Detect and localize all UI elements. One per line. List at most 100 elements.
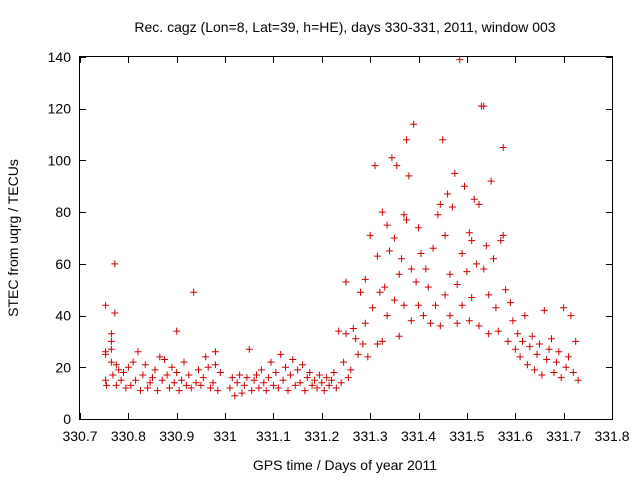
data-point: [383, 221, 391, 229]
data-point: [444, 190, 452, 198]
data-point: [107, 337, 115, 345]
data-point: [441, 291, 449, 299]
data-point: [149, 374, 156, 382]
data-point: [424, 283, 432, 291]
data-point: [291, 381, 299, 389]
data-point: [470, 195, 478, 203]
data-point: [233, 379, 241, 387]
data-point: [289, 356, 297, 363]
data-point: [422, 265, 430, 273]
data-point: [175, 387, 183, 395]
data-points: [102, 56, 582, 400]
data-point: [332, 384, 340, 392]
y-tick-label: 0: [63, 411, 71, 427]
data-point: [453, 319, 461, 327]
data-point: [112, 361, 120, 369]
data-point: [378, 208, 386, 216]
data-point: [111, 260, 119, 268]
data-point: [137, 387, 144, 395]
data-point: [330, 369, 338, 376]
data-point: [349, 325, 357, 332]
data-point: [388, 154, 396, 162]
data-point: [492, 304, 500, 312]
data-point: [359, 340, 367, 348]
data-point: [127, 381, 135, 389]
x-tick-label: 331.5: [449, 428, 484, 444]
data-point: [260, 379, 268, 387]
data-point: [526, 343, 534, 351]
data-point: [465, 229, 473, 237]
data-point: [432, 301, 439, 309]
data-point: [163, 371, 171, 379]
data-point: [311, 376, 319, 384]
x-tick-label: 330.7: [62, 428, 97, 444]
data-point: [238, 389, 246, 397]
data-point: [357, 288, 364, 296]
data-point: [502, 286, 510, 294]
data-point: [344, 374, 352, 382]
data-point: [448, 203, 456, 211]
data-point: [490, 255, 497, 263]
data-point: [511, 345, 519, 353]
data-point: [407, 317, 415, 325]
data-point: [301, 387, 309, 395]
data-point: [141, 361, 149, 369]
data-point: [236, 371, 244, 379]
data-point: [485, 330, 493, 338]
data-point: [272, 369, 280, 376]
data-point: [439, 136, 447, 144]
data-point: [516, 353, 524, 361]
data-point: [410, 120, 418, 128]
data-point: [182, 381, 190, 389]
data-point: [519, 337, 526, 345]
data-point: [400, 301, 408, 309]
data-point: [458, 250, 466, 257]
data-point: [528, 332, 536, 340]
data-point: [352, 335, 360, 343]
data-point: [560, 304, 568, 312]
data-point: [102, 350, 110, 358]
data-point: [209, 379, 217, 387]
data-point: [393, 162, 401, 170]
data-point: [192, 379, 200, 387]
data-point: [364, 353, 372, 361]
data-point: [115, 366, 123, 374]
data-point: [482, 242, 490, 250]
x-axis-label: GPS time / Days of year 2011: [253, 457, 437, 473]
data-point: [550, 369, 558, 376]
data-point: [458, 301, 466, 309]
data-point: [381, 283, 389, 291]
data-point: [373, 252, 381, 260]
data-point: [282, 363, 289, 371]
data-point: [190, 288, 198, 296]
data-point: [415, 301, 422, 309]
data-point: [543, 356, 551, 363]
data-point: [383, 312, 391, 320]
data-point: [250, 376, 258, 384]
data-point: [228, 374, 236, 382]
data-point: [569, 369, 577, 376]
data-point: [279, 376, 287, 384]
data-point: [463, 268, 471, 276]
data-point: [231, 392, 239, 400]
data-point: [429, 244, 437, 252]
data-point: [240, 381, 248, 389]
data-point: [415, 224, 422, 232]
data-point: [545, 345, 553, 353]
data-point: [134, 348, 142, 356]
data-point: [214, 387, 222, 395]
data-point: [107, 358, 115, 366]
x-tick-label: 331: [213, 428, 237, 444]
data-point: [436, 322, 444, 330]
data-point: [405, 172, 413, 180]
data-point: [226, 384, 234, 392]
y-tick-label: 120: [48, 101, 72, 117]
data-point: [419, 312, 427, 320]
data-point: [313, 384, 321, 392]
data-point: [102, 301, 110, 309]
data-point: [112, 381, 120, 389]
data-point: [168, 363, 176, 371]
y-tick-label: 100: [48, 152, 72, 168]
data-point: [109, 371, 117, 379]
